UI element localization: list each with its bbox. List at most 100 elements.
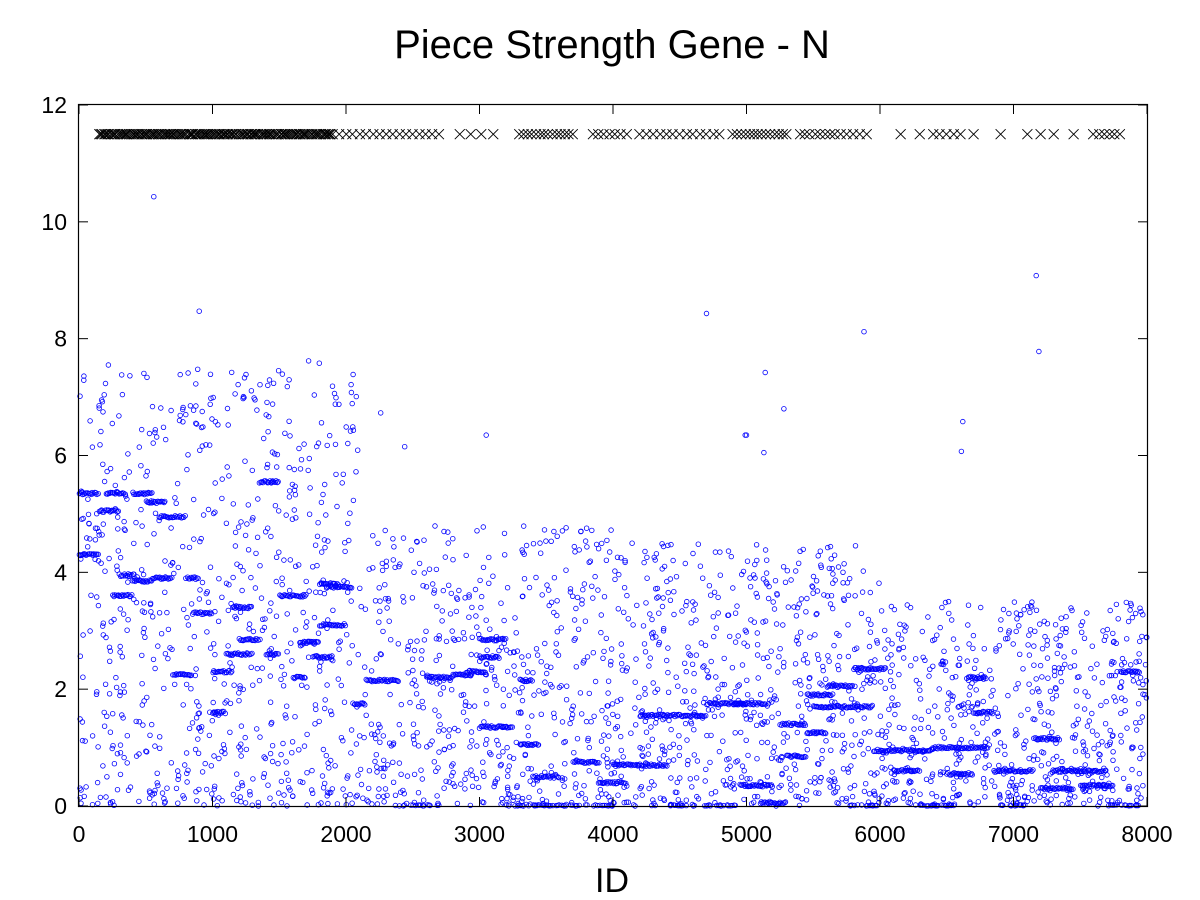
data-point <box>413 691 420 697</box>
data-point <box>996 762 1002 769</box>
data-point <box>173 785 180 792</box>
data-point <box>839 732 846 738</box>
data-point <box>500 703 506 709</box>
data-point <box>233 771 240 777</box>
data-point <box>101 709 107 716</box>
data-point <box>1024 604 1031 610</box>
data-point <box>202 609 208 616</box>
data-point <box>114 488 120 495</box>
data-point <box>970 632 977 639</box>
data-point <box>823 730 829 737</box>
marker-cross <box>736 128 747 140</box>
marker-cross <box>810 128 821 140</box>
marker-cross <box>748 128 760 140</box>
data-point <box>114 751 121 757</box>
data-point <box>682 688 688 694</box>
data-point <box>785 604 791 610</box>
data-point <box>809 583 815 589</box>
data-point <box>525 765 531 772</box>
data-point <box>102 681 109 687</box>
data-point <box>385 762 391 768</box>
data-point <box>450 742 456 749</box>
data-point <box>230 574 236 581</box>
data-point <box>760 655 767 661</box>
data-point <box>305 654 312 660</box>
data-point <box>858 738 865 744</box>
data-point <box>227 652 233 658</box>
data-point <box>463 552 469 559</box>
data-point <box>1027 609 1033 616</box>
data-point <box>443 778 449 784</box>
data-point <box>312 721 318 727</box>
data-point <box>267 750 274 757</box>
data-point <box>216 755 222 762</box>
data-point <box>548 599 555 605</box>
data-point <box>437 675 443 681</box>
marker-cross <box>487 128 499 140</box>
data-point <box>639 792 645 798</box>
data-point <box>847 785 853 791</box>
data-point <box>542 640 548 647</box>
data-point <box>684 598 690 605</box>
marker-cross <box>281 128 292 140</box>
data-point <box>832 577 838 583</box>
data-point <box>554 612 560 619</box>
data-point <box>305 638 311 644</box>
data-point <box>324 625 330 631</box>
data-point <box>760 721 766 727</box>
data-point <box>1089 778 1096 784</box>
data-point <box>653 720 659 726</box>
data-point <box>624 783 630 789</box>
marker-cross <box>563 128 574 140</box>
data-point <box>454 596 461 602</box>
data-point <box>709 707 715 713</box>
data-point <box>146 430 153 437</box>
marker-cross <box>245 128 257 140</box>
data-point <box>279 663 285 670</box>
data-point <box>144 541 150 548</box>
data-point <box>689 784 695 790</box>
data-point <box>1000 802 1006 809</box>
data-point <box>201 802 207 808</box>
data-point <box>886 706 892 713</box>
data-point <box>1008 793 1014 799</box>
data-point <box>278 676 284 683</box>
data-point <box>500 723 506 730</box>
data-point <box>761 449 767 456</box>
data-point <box>574 736 581 742</box>
data-point <box>933 793 940 800</box>
data-point <box>668 775 674 781</box>
data-point <box>161 499 167 506</box>
data-point <box>284 770 290 776</box>
data-point <box>827 543 834 550</box>
data-point <box>1053 753 1060 760</box>
data-point <box>1086 797 1093 803</box>
data-point <box>895 631 902 637</box>
data-point <box>366 566 372 572</box>
data-point <box>826 658 832 664</box>
data-point <box>473 613 479 619</box>
data-point <box>1124 725 1130 731</box>
data-point <box>586 559 592 565</box>
data-point <box>421 797 427 803</box>
data-point <box>744 558 751 564</box>
data-point <box>397 561 403 567</box>
data-point <box>596 760 602 766</box>
data-point <box>119 654 125 660</box>
data-point <box>1098 702 1104 709</box>
data-point <box>224 405 231 412</box>
data-point <box>171 514 177 520</box>
data-point <box>851 782 858 789</box>
data-point <box>902 790 908 796</box>
data-point <box>227 700 234 707</box>
data-point <box>793 568 799 574</box>
data-point <box>173 500 179 506</box>
data-point <box>414 730 420 736</box>
data-point <box>938 661 944 667</box>
data-point <box>595 546 602 552</box>
data-point <box>89 444 96 450</box>
data-point <box>834 785 841 791</box>
data-point <box>177 371 183 378</box>
data-point <box>743 716 750 722</box>
data-point <box>519 547 525 553</box>
